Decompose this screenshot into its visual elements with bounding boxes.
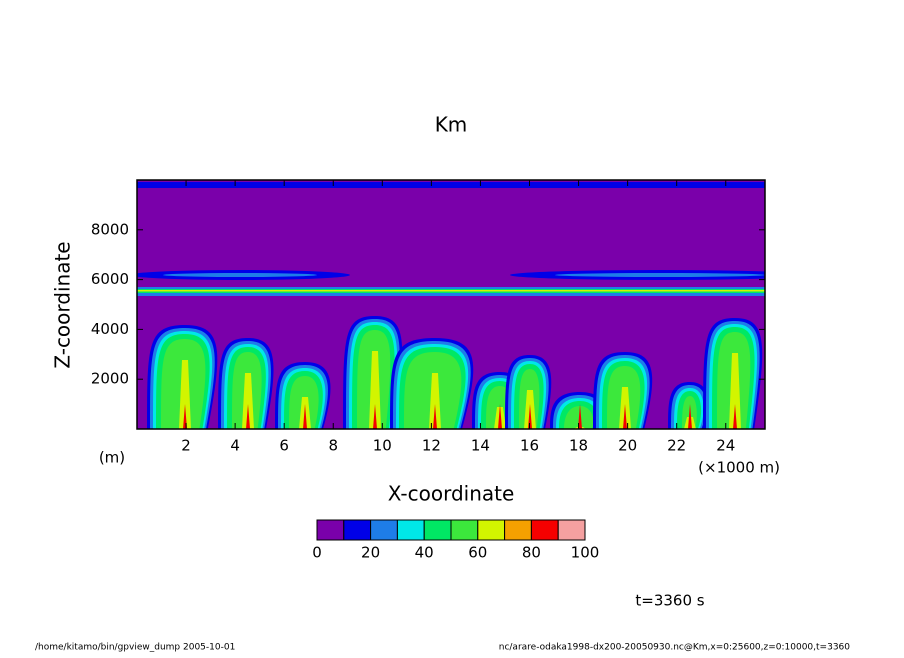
plume — [564, 406, 594, 429]
plume-core — [183, 404, 187, 429]
plume-core — [528, 404, 532, 429]
time-label: t=3360 s — [635, 592, 704, 610]
colorbar-box — [504, 519, 532, 541]
chart-title: Km — [435, 113, 468, 137]
x-tick-label: 4 — [230, 437, 240, 455]
x-tick-label: 18 — [569, 437, 588, 455]
band — [137, 290, 765, 292]
y-axis-label: Z-coordinate — [51, 241, 75, 368]
colorbar-box — [557, 519, 586, 541]
x-tick-label: 24 — [716, 437, 735, 455]
plume-core — [623, 404, 627, 429]
footer-right: nc/arare-odaka1998-dx200-20050930.nc@Km,… — [499, 643, 851, 653]
colorbar-label: 60 — [468, 544, 487, 562]
colorbar-box — [316, 519, 345, 541]
colorbar-label: 0 — [312, 544, 322, 562]
colorbar-box — [396, 519, 425, 541]
x-tick-label: 20 — [618, 437, 637, 455]
y-unit-label: (m) — [99, 449, 125, 467]
contour-field — [137, 180, 765, 429]
plume-core — [498, 404, 502, 429]
y-tick-label: 6000 — [91, 270, 129, 288]
x-axis-label: X-coordinate — [388, 482, 515, 506]
x-tick-label: 16 — [520, 437, 539, 455]
plume-core — [729, 353, 741, 429]
colorbar-box — [450, 519, 479, 541]
x-tick-label: 10 — [373, 437, 392, 455]
colorbar-label: 20 — [361, 544, 380, 562]
footer-left: /home/kitamo/bin/gpview_dump 2005-10-01 — [35, 643, 235, 653]
plume-core — [303, 404, 307, 429]
colorbar-box — [370, 519, 398, 541]
y-tick-label: 4000 — [91, 320, 129, 338]
x-tick-label: 12 — [422, 437, 441, 455]
x-unit-label: (×1000 m) — [698, 459, 780, 477]
x-tick-label: 2 — [181, 437, 191, 455]
x-tick-label: 8 — [328, 437, 338, 455]
plume-core — [578, 404, 582, 429]
plume-core — [179, 360, 191, 429]
band — [137, 182, 765, 188]
colorbar-label: 40 — [415, 544, 434, 562]
colorbar-label: 100 — [571, 544, 600, 562]
colorbar-label: 80 — [522, 544, 541, 562]
plume-core — [429, 373, 441, 429]
colorbar-box — [423, 519, 452, 541]
plume-core — [433, 404, 437, 429]
band — [163, 273, 317, 277]
x-tick-label: 6 — [279, 437, 289, 455]
y-tick-label: 2000 — [91, 370, 129, 388]
plume-core — [733, 404, 737, 429]
colorbar-box — [530, 519, 559, 541]
band — [555, 273, 765, 277]
colorbar-box — [343, 519, 372, 541]
x-tick-label: 14 — [471, 437, 490, 455]
frame — [136, 179, 766, 430]
plume-core — [246, 404, 250, 429]
plume-core — [688, 404, 692, 429]
x-tick-label: 22 — [667, 437, 686, 455]
plume-core — [369, 351, 381, 429]
colorbar-box — [477, 519, 506, 541]
y-tick-label: 8000 — [91, 220, 129, 238]
plume-core — [242, 373, 254, 429]
plume-core — [373, 404, 377, 429]
